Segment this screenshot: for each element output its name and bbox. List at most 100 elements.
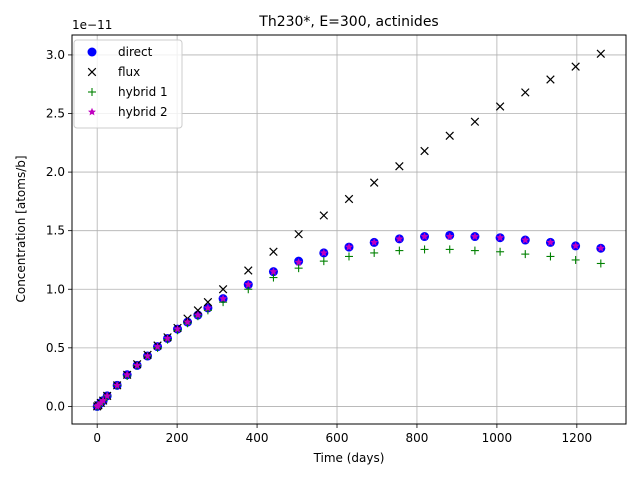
x-tick-label: 400 xyxy=(246,431,269,445)
point-flux-stroke xyxy=(470,117,480,126)
point-hybrid-2 xyxy=(596,244,605,252)
x-tick-label: 200 xyxy=(166,431,189,445)
point-flux-stroke xyxy=(395,162,404,171)
point-hybrid-2 xyxy=(370,238,379,246)
point-flux xyxy=(203,297,213,307)
x-tick-label: 600 xyxy=(326,431,349,445)
point-flux-stroke xyxy=(203,297,213,307)
point-hybrid-1 xyxy=(571,255,580,264)
point-flux xyxy=(596,49,606,58)
point-hybrid-1 xyxy=(269,273,278,282)
data-points xyxy=(92,49,606,411)
y-tick-label: 2.5 xyxy=(46,107,65,121)
point-hybrid-2 xyxy=(193,310,202,319)
point-hybrid-2 xyxy=(269,267,278,276)
point-flux xyxy=(269,247,278,256)
x-tick-label: 800 xyxy=(405,431,428,445)
x-tick-label: 0 xyxy=(93,431,101,445)
point-hybrid-2 xyxy=(496,233,505,242)
point-hybrid-1 xyxy=(319,257,328,266)
point-hybrid-2 xyxy=(521,235,530,244)
point-hybrid-2 xyxy=(173,324,182,333)
point-hybrid-1 xyxy=(445,245,454,254)
legend-label-hybrid-2: hybrid 2 xyxy=(118,105,168,119)
point-hybrid-1 xyxy=(470,246,479,255)
point-flux xyxy=(369,178,379,187)
y-tick-label: 3.0 xyxy=(46,48,65,62)
point-hybrid-2 xyxy=(203,303,212,312)
point-flux xyxy=(395,162,404,171)
legend-marker-direct xyxy=(87,47,97,57)
point-hybrid-2 xyxy=(420,232,429,240)
point-flux xyxy=(521,88,530,97)
y-axis-label: Concentration [atoms/b] xyxy=(14,155,28,302)
y-axis-offset-label: 1e−11 xyxy=(72,18,112,32)
x-tick-label: 1200 xyxy=(562,431,593,445)
point-flux xyxy=(420,146,429,156)
point-hybrid-2 xyxy=(395,234,404,243)
point-hybrid-1 xyxy=(596,259,605,268)
point-flux-stroke xyxy=(420,146,429,156)
plot-frame xyxy=(71,34,627,425)
point-hybrid-2 xyxy=(99,396,108,404)
point-hybrid-2 xyxy=(143,351,152,360)
legend-label-flux: flux xyxy=(118,65,140,79)
point-hybrid-2 xyxy=(183,317,192,326)
grid xyxy=(72,35,626,424)
point-flux xyxy=(495,102,505,111)
point-flux-stroke xyxy=(294,229,303,239)
chart-title: Th230*, E=300, actinides xyxy=(258,14,438,30)
point-flux xyxy=(294,229,303,239)
legend: direct flux hybrid 1 hybrid 2 xyxy=(73,39,183,129)
point-flux-stroke xyxy=(546,75,555,84)
point-flux-stroke xyxy=(495,102,505,111)
point-hybrid-2 xyxy=(470,232,479,240)
y-tick-label: 2.0 xyxy=(46,165,65,179)
point-flux-stroke xyxy=(244,266,253,275)
point-flux xyxy=(546,75,555,84)
point-hybrid-2 xyxy=(163,334,172,342)
point-hybrid-1 xyxy=(395,246,404,255)
y-tick-label: 0.5 xyxy=(46,341,65,355)
point-flux-stroke xyxy=(571,62,580,71)
point-flux-stroke xyxy=(344,194,354,204)
point-hybrid-2 xyxy=(103,391,112,400)
point-flux-stroke xyxy=(445,131,454,140)
point-hybrid-2 xyxy=(319,248,328,257)
point-hybrid-2 xyxy=(113,381,122,389)
legend-marker-flux xyxy=(87,67,97,77)
point-hybrid-2 xyxy=(133,361,142,369)
point-flux xyxy=(470,117,480,126)
point-hybrid-1 xyxy=(420,245,429,254)
point-flux-stroke xyxy=(369,178,379,187)
legend-marker-hybrid-2 xyxy=(88,107,96,116)
point-flux xyxy=(319,211,329,220)
point-flux-stroke xyxy=(596,49,606,58)
point-hybrid-2 xyxy=(294,258,303,266)
point-hybrid-2 xyxy=(153,342,162,351)
point-flux-stroke xyxy=(269,247,278,256)
point-hybrid-2 xyxy=(219,294,228,303)
y-tick-label: 1.0 xyxy=(46,282,65,296)
point-hybrid-2 xyxy=(96,398,105,407)
point-hybrid-2 xyxy=(94,401,103,409)
point-hybrid-1 xyxy=(244,285,253,294)
point-hybrid-2 xyxy=(571,241,580,250)
point-flux-stroke xyxy=(218,285,228,294)
point-flux xyxy=(571,62,580,71)
y-tick-label: 1.5 xyxy=(46,224,65,238)
series-hybrid-2 xyxy=(93,232,605,410)
point-hybrid-1 xyxy=(345,252,353,261)
point-hybrid-1 xyxy=(496,247,505,256)
point-hybrid-2 xyxy=(345,242,353,251)
point-hybrid-2 xyxy=(546,238,555,246)
point-flux-stroke xyxy=(521,88,530,97)
x-axis-label: Time (days) xyxy=(313,451,385,465)
point-hybrid-2 xyxy=(244,280,253,288)
point-flux xyxy=(193,306,203,315)
point-flux xyxy=(445,131,454,140)
point-flux-stroke xyxy=(193,306,203,315)
ticks: 0 200 400 600 800 1000 1200 0.0 0.5 1.0 1.5 2.0 2.5 3… xyxy=(46,48,592,445)
point-flux xyxy=(218,285,228,294)
